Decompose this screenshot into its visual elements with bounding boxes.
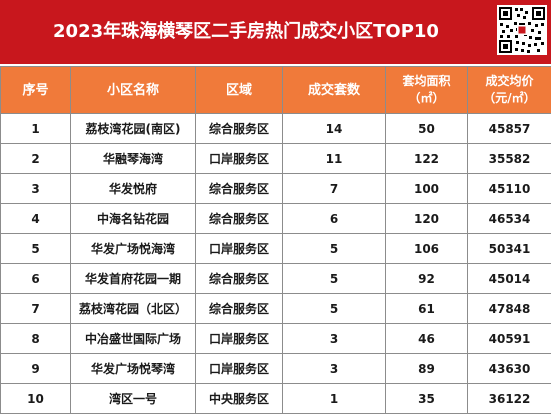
cell-zone: 口岸服务区 (195, 143, 283, 174)
header-row: 序号 小区名称 区域 成交套数 套均面积 （㎡） 成交均价 （元/㎡） (0, 66, 551, 114)
cell-name: 华融琴海湾 (70, 143, 196, 174)
cell-area: 120 (385, 203, 468, 234)
cell-zone: 口岸服务区 (195, 233, 283, 264)
page-title: 2023年珠海横琴区二手房热门成交小区TOP10 (53, 21, 439, 42)
cell-rank: 7 (0, 293, 71, 324)
header-name: 小区名称 (70, 66, 196, 114)
cell-deals: 1 (282, 383, 386, 414)
cell-price: 43630 (467, 353, 551, 384)
table-row: 6 华发首府花园一期 综合服务区 5 92 45014 (0, 263, 551, 294)
cell-price: 47848 (467, 293, 551, 324)
table-row: 7 荔枝湾花园（北区） 综合服务区 5 61 47848 (0, 293, 551, 324)
qr-code-graphic (497, 5, 547, 55)
header-price-unit: （元/㎡） (483, 91, 536, 105)
table-row: 10 湾区一号 中央服务区 1 35 36122 (0, 383, 551, 414)
cell-rank: 9 (0, 353, 71, 384)
cell-rank: 3 (0, 173, 71, 204)
cell-deals: 6 (282, 203, 386, 234)
cell-price: 40591 (467, 323, 551, 354)
cell-area: 50 (385, 113, 468, 144)
cell-price: 45014 (467, 263, 551, 294)
table-row: 5 华发广场悦海湾 口岸服务区 5 106 50341 (0, 233, 551, 264)
header-area-label: 套均面积 (402, 74, 451, 88)
cell-deals: 5 (282, 293, 386, 324)
table-row: 8 中冶盛世国际广场 口岸服务区 3 46 40591 (0, 323, 551, 354)
cell-price: 36122 (467, 383, 551, 414)
header-deals: 成交套数 (282, 66, 386, 114)
cell-name: 荔枝湾花园(南区) (70, 113, 196, 144)
table-row: 4 中海名钻花园 综合服务区 6 120 46534 (0, 203, 551, 234)
cell-price: 45857 (467, 113, 551, 144)
cell-name: 荔枝湾花园（北区） (70, 293, 196, 324)
cell-deals: 5 (282, 233, 386, 264)
cell-rank: 5 (0, 233, 71, 264)
cell-rank: 8 (0, 323, 71, 354)
cell-area: 100 (385, 173, 468, 204)
cell-deals: 11 (282, 143, 386, 174)
cell-zone: 综合服务区 (195, 263, 283, 294)
cell-rank: 10 (0, 383, 71, 414)
header-price-label: 成交均价 (485, 74, 534, 88)
cell-rank: 2 (0, 143, 71, 174)
cell-zone: 综合服务区 (195, 113, 283, 144)
cell-area: 92 (385, 263, 468, 294)
cell-price: 50341 (467, 233, 551, 264)
cell-price: 46534 (467, 203, 551, 234)
cell-zone: 口岸服务区 (195, 353, 283, 384)
cell-area: 35 (385, 383, 468, 414)
cell-area: 61 (385, 293, 468, 324)
cell-area: 89 (385, 353, 468, 384)
header-area: 套均面积 （㎡） (385, 66, 468, 114)
cell-zone: 口岸服务区 (195, 323, 283, 354)
table-row: 9 华发广场悦琴湾 口岸服务区 3 89 43630 (0, 353, 551, 384)
table-row: 2 华融琴海湾 口岸服务区 11 122 35582 (0, 143, 551, 174)
cell-rank: 6 (0, 263, 71, 294)
cell-zone: 综合服务区 (195, 173, 283, 204)
cell-name: 中冶盛世国际广场 (70, 323, 196, 354)
table-body: 1 荔枝湾花园(南区) 综合服务区 14 50 45857 2 华融琴海湾 口岸… (0, 113, 551, 414)
qr-code-icon[interactable] (497, 5, 547, 55)
cell-deals: 3 (282, 353, 386, 384)
cell-name: 华发首府花园一期 (70, 263, 196, 294)
cell-rank: 1 (0, 113, 71, 144)
cell-name: 华发广场悦琴湾 (70, 353, 196, 384)
cell-name: 华发广场悦海湾 (70, 233, 196, 264)
table-header: 序号 小区名称 区域 成交套数 套均面积 （㎡） 成交均价 （元/㎡） (0, 66, 551, 114)
header-area-unit: （㎡） (408, 91, 445, 105)
cell-deals: 5 (282, 263, 386, 294)
cell-zone: 综合服务区 (195, 293, 283, 324)
cell-deals: 3 (282, 323, 386, 354)
cell-name: 中海名钻花园 (70, 203, 196, 234)
cell-zone: 综合服务区 (195, 203, 283, 234)
header-zone: 区域 (195, 66, 283, 114)
cell-price: 35582 (467, 143, 551, 174)
table-row: 1 荔枝湾花园(南区) 综合服务区 14 50 45857 (0, 113, 551, 144)
cell-deals: 7 (282, 173, 386, 204)
title-bar: 2023年珠海横琴区二手房热门成交小区TOP10 (0, 0, 551, 64)
cell-area: 46 (385, 323, 468, 354)
cell-name: 湾区一号 (70, 383, 196, 414)
header-rank: 序号 (0, 66, 71, 114)
ranking-table: 序号 小区名称 区域 成交套数 套均面积 （㎡） 成交均价 （元/㎡） 1 荔枝… (0, 66, 551, 414)
cell-area: 122 (385, 143, 468, 174)
header-price: 成交均价 （元/㎡） (467, 66, 551, 114)
cell-zone: 中央服务区 (195, 383, 283, 414)
cell-price: 45110 (467, 173, 551, 204)
cell-area: 106 (385, 233, 468, 264)
table-row: 3 华发悦府 综合服务区 7 100 45110 (0, 173, 551, 204)
cell-deals: 14 (282, 113, 386, 144)
cell-rank: 4 (0, 203, 71, 234)
cell-name: 华发悦府 (70, 173, 196, 204)
